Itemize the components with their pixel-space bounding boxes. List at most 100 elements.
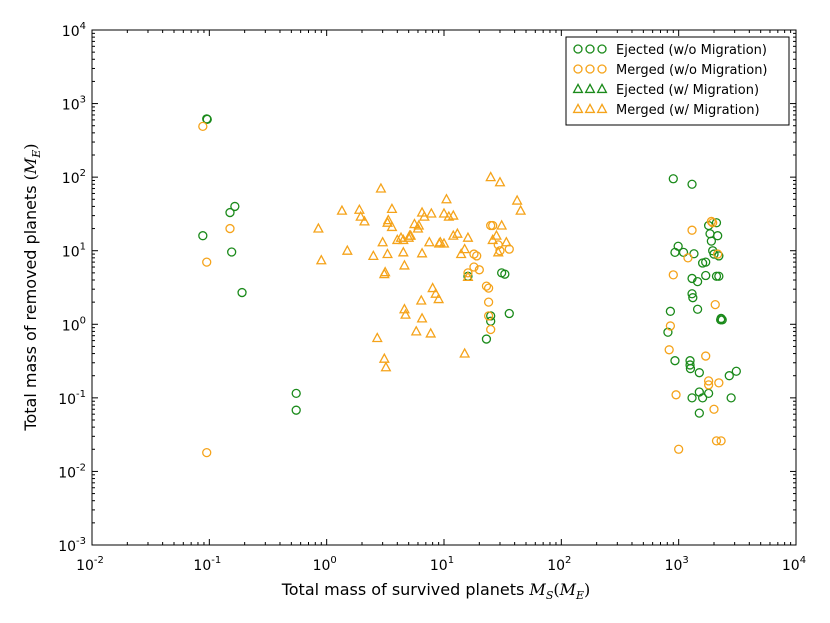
y-tick-label: 103 bbox=[62, 95, 86, 114]
data-point bbox=[386, 221, 398, 232]
data-point bbox=[400, 308, 411, 319]
data-point bbox=[459, 243, 471, 254]
data-point bbox=[687, 225, 697, 235]
x-tick-label: 10-2 bbox=[76, 555, 104, 574]
data-point bbox=[413, 219, 425, 230]
data-point bbox=[692, 276, 703, 287]
x-tick-label: 102 bbox=[547, 555, 571, 574]
x-axis-label-unit-symbol: M bbox=[559, 580, 577, 599]
data-point bbox=[398, 259, 410, 270]
plot-area bbox=[198, 114, 741, 458]
data-point bbox=[494, 176, 506, 187]
data-point bbox=[451, 227, 463, 238]
data-point bbox=[378, 352, 390, 363]
data-point bbox=[687, 393, 697, 403]
data-point bbox=[375, 182, 387, 193]
legend-label: Ejected (w/ Migration) bbox=[616, 83, 759, 98]
data-point bbox=[483, 283, 494, 293]
y-tick-label: 100 bbox=[62, 315, 86, 334]
data-point bbox=[230, 201, 240, 212]
x-axis-label-subscript: S bbox=[546, 589, 554, 602]
data-point bbox=[359, 215, 370, 226]
data-point bbox=[227, 247, 237, 257]
data-point bbox=[703, 376, 714, 386]
data-point bbox=[202, 114, 212, 125]
data-point bbox=[671, 390, 681, 400]
data-point bbox=[459, 347, 471, 358]
data-point bbox=[708, 218, 718, 228]
data-point bbox=[367, 249, 379, 261]
data-point bbox=[716, 436, 726, 446]
legend-label: Merged (w/o Migration) bbox=[616, 63, 768, 78]
data-point bbox=[515, 204, 527, 215]
data-point bbox=[412, 222, 424, 233]
data-point bbox=[418, 210, 430, 221]
x-axis-label-symbol: M bbox=[528, 580, 546, 599]
x-tick-label: 100 bbox=[313, 555, 337, 574]
x-axis-label-text: Total mass of survived planets bbox=[281, 580, 530, 599]
data-point bbox=[714, 271, 724, 281]
legend-marker bbox=[597, 64, 607, 74]
legend-marker bbox=[585, 44, 595, 54]
data-point bbox=[714, 251, 724, 261]
legend-marker bbox=[596, 103, 608, 114]
data-point bbox=[673, 241, 683, 251]
data-point bbox=[486, 324, 496, 335]
data-point bbox=[408, 218, 420, 229]
legend-label: Merged (w/ Migration) bbox=[616, 103, 760, 118]
y-axis-label-unit-symbol: M bbox=[21, 157, 40, 175]
data-point bbox=[462, 231, 474, 242]
y-axis-label-paren-open: ( bbox=[21, 174, 40, 180]
x-tick-label: 103 bbox=[665, 555, 689, 574]
data-point bbox=[685, 363, 696, 374]
data-point bbox=[438, 237, 450, 248]
legend-marker bbox=[572, 103, 584, 114]
data-point bbox=[198, 121, 208, 132]
data-point bbox=[481, 281, 492, 291]
x-tick-label: 101 bbox=[430, 555, 454, 574]
legend-entry: Merged (w/ Migration) bbox=[572, 103, 760, 118]
series-3 bbox=[312, 171, 527, 372]
data-point bbox=[713, 249, 723, 259]
data-point bbox=[706, 216, 717, 227]
data-point bbox=[488, 220, 498, 231]
data-point bbox=[198, 231, 208, 241]
data-point bbox=[315, 254, 327, 265]
x-axis-label: Total mass of survived planets MS(ME) bbox=[281, 580, 591, 602]
data-point bbox=[685, 360, 695, 370]
legend-entry: Merged (w/o Migration) bbox=[573, 63, 768, 78]
data-point bbox=[710, 299, 720, 310]
data-point bbox=[724, 371, 734, 381]
x-axis-label-paren-close: ) bbox=[584, 580, 590, 599]
data-point bbox=[202, 447, 212, 458]
data-point bbox=[423, 236, 435, 247]
y-axis-label: Total mass of removed planets (ME) bbox=[21, 143, 43, 431]
data-point bbox=[416, 312, 428, 323]
data-point bbox=[469, 262, 479, 272]
data-point bbox=[500, 269, 510, 279]
data-point bbox=[382, 248, 393, 259]
x-axis-label-paren-open: ( bbox=[553, 580, 559, 599]
data-point bbox=[492, 246, 504, 257]
data-point bbox=[462, 270, 474, 282]
data-point bbox=[714, 378, 724, 388]
data-point bbox=[371, 332, 383, 343]
legend-marker bbox=[573, 44, 583, 54]
y-tick-label: 104 bbox=[62, 21, 86, 40]
data-point bbox=[701, 351, 711, 361]
legend-entry: Ejected (w/o Migration) bbox=[573, 43, 767, 58]
data-point bbox=[225, 207, 235, 218]
legend-marker bbox=[597, 44, 607, 54]
data-point bbox=[386, 202, 398, 214]
legend: Ejected (w/o Migration) Merged (w/o Migra… bbox=[565, 36, 790, 126]
data-point bbox=[674, 444, 684, 454]
data-point bbox=[701, 270, 711, 281]
legend-marker bbox=[584, 103, 596, 114]
y-axis-label-text: Total mass of removed planets bbox=[21, 180, 40, 431]
data-point bbox=[395, 231, 407, 242]
data-point bbox=[496, 219, 508, 230]
y-axis-label-paren-close: ) bbox=[21, 143, 40, 149]
data-point bbox=[511, 194, 523, 205]
data-point bbox=[504, 308, 514, 319]
